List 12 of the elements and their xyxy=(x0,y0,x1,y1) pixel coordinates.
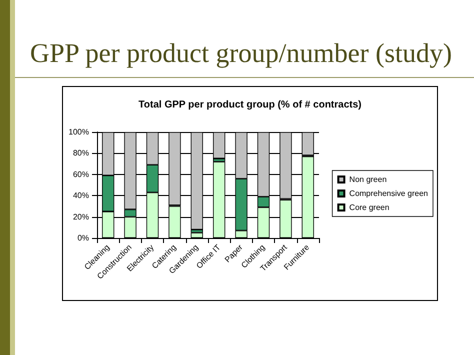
bar xyxy=(190,232,204,238)
y-tick-label: 40% xyxy=(72,191,89,200)
y-tick-label: 60% xyxy=(72,170,89,179)
legend-label: Comprehensive green xyxy=(349,189,428,198)
y-tick-label: 0% xyxy=(77,234,89,242)
legend-label: Non green xyxy=(349,175,387,184)
y-tick-label: 80% xyxy=(72,148,89,158)
y-tick-label: 20% xyxy=(72,212,89,222)
chart-title: GPP per product group/number (study) xyxy=(30,38,453,69)
chart-subtitle: Total GPP per product group (% of # contracts) xyxy=(138,100,362,110)
y-tick-label: 100% xyxy=(68,128,89,136)
legend-label: Core green xyxy=(349,203,390,212)
